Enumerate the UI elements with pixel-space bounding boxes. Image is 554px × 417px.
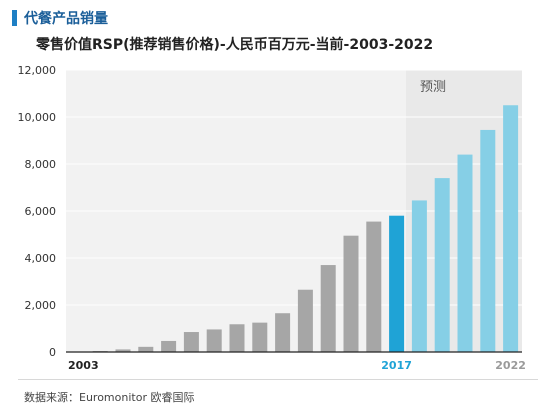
y-tick-label: 2,000	[25, 299, 57, 312]
bar-2019	[434, 178, 450, 352]
y-tick-label: 8,000	[25, 158, 57, 171]
y-tick-label: 10,000	[18, 111, 57, 124]
bar-2012	[275, 313, 291, 352]
bar-2013	[297, 289, 313, 352]
bar-2008	[183, 332, 199, 352]
bar-2005	[115, 349, 131, 352]
bar-chart: 0 2,000 4,000 6,000 8,000 10,000 12,000 2003 201…	[18, 64, 526, 372]
bar-2014	[320, 265, 336, 352]
source-divider	[18, 379, 538, 380]
forecast-label: 预测	[420, 80, 446, 95]
bar-2007	[161, 340, 177, 352]
bar-2022	[503, 105, 519, 352]
y-tick-label: 6,000	[25, 205, 57, 218]
x-tick-label-2017: 2017	[381, 359, 412, 372]
x-tick-label-2022: 2022	[495, 359, 526, 372]
y-tick-label: 12,000	[18, 64, 57, 77]
bar-2020	[457, 154, 473, 352]
heading-accent-bar	[12, 10, 17, 26]
bar-2018	[411, 200, 427, 352]
bar-2006	[138, 346, 154, 352]
bar-2015	[343, 235, 359, 352]
bar-2017	[389, 215, 405, 352]
y-tick-label: 4,000	[25, 252, 57, 265]
bar-2009	[206, 329, 222, 352]
y-tick-label: 0	[49, 346, 56, 359]
chart-subtitle: 零售价值RSP(推荐销售价格)-人民币百万元-当前-2003-2022	[36, 37, 434, 53]
bar-2021	[480, 129, 496, 352]
bar-2010	[229, 324, 245, 352]
x-tick-label-2003: 2003	[68, 359, 99, 372]
heading-text: 代餐产品销量	[24, 11, 108, 27]
bar-2016	[366, 221, 382, 352]
bar-2011	[252, 322, 268, 352]
data-source-note: 数据来源：Euromonitor 欧睿国际	[24, 391, 195, 404]
chart-heading: 代餐产品销量	[12, 8, 108, 28]
